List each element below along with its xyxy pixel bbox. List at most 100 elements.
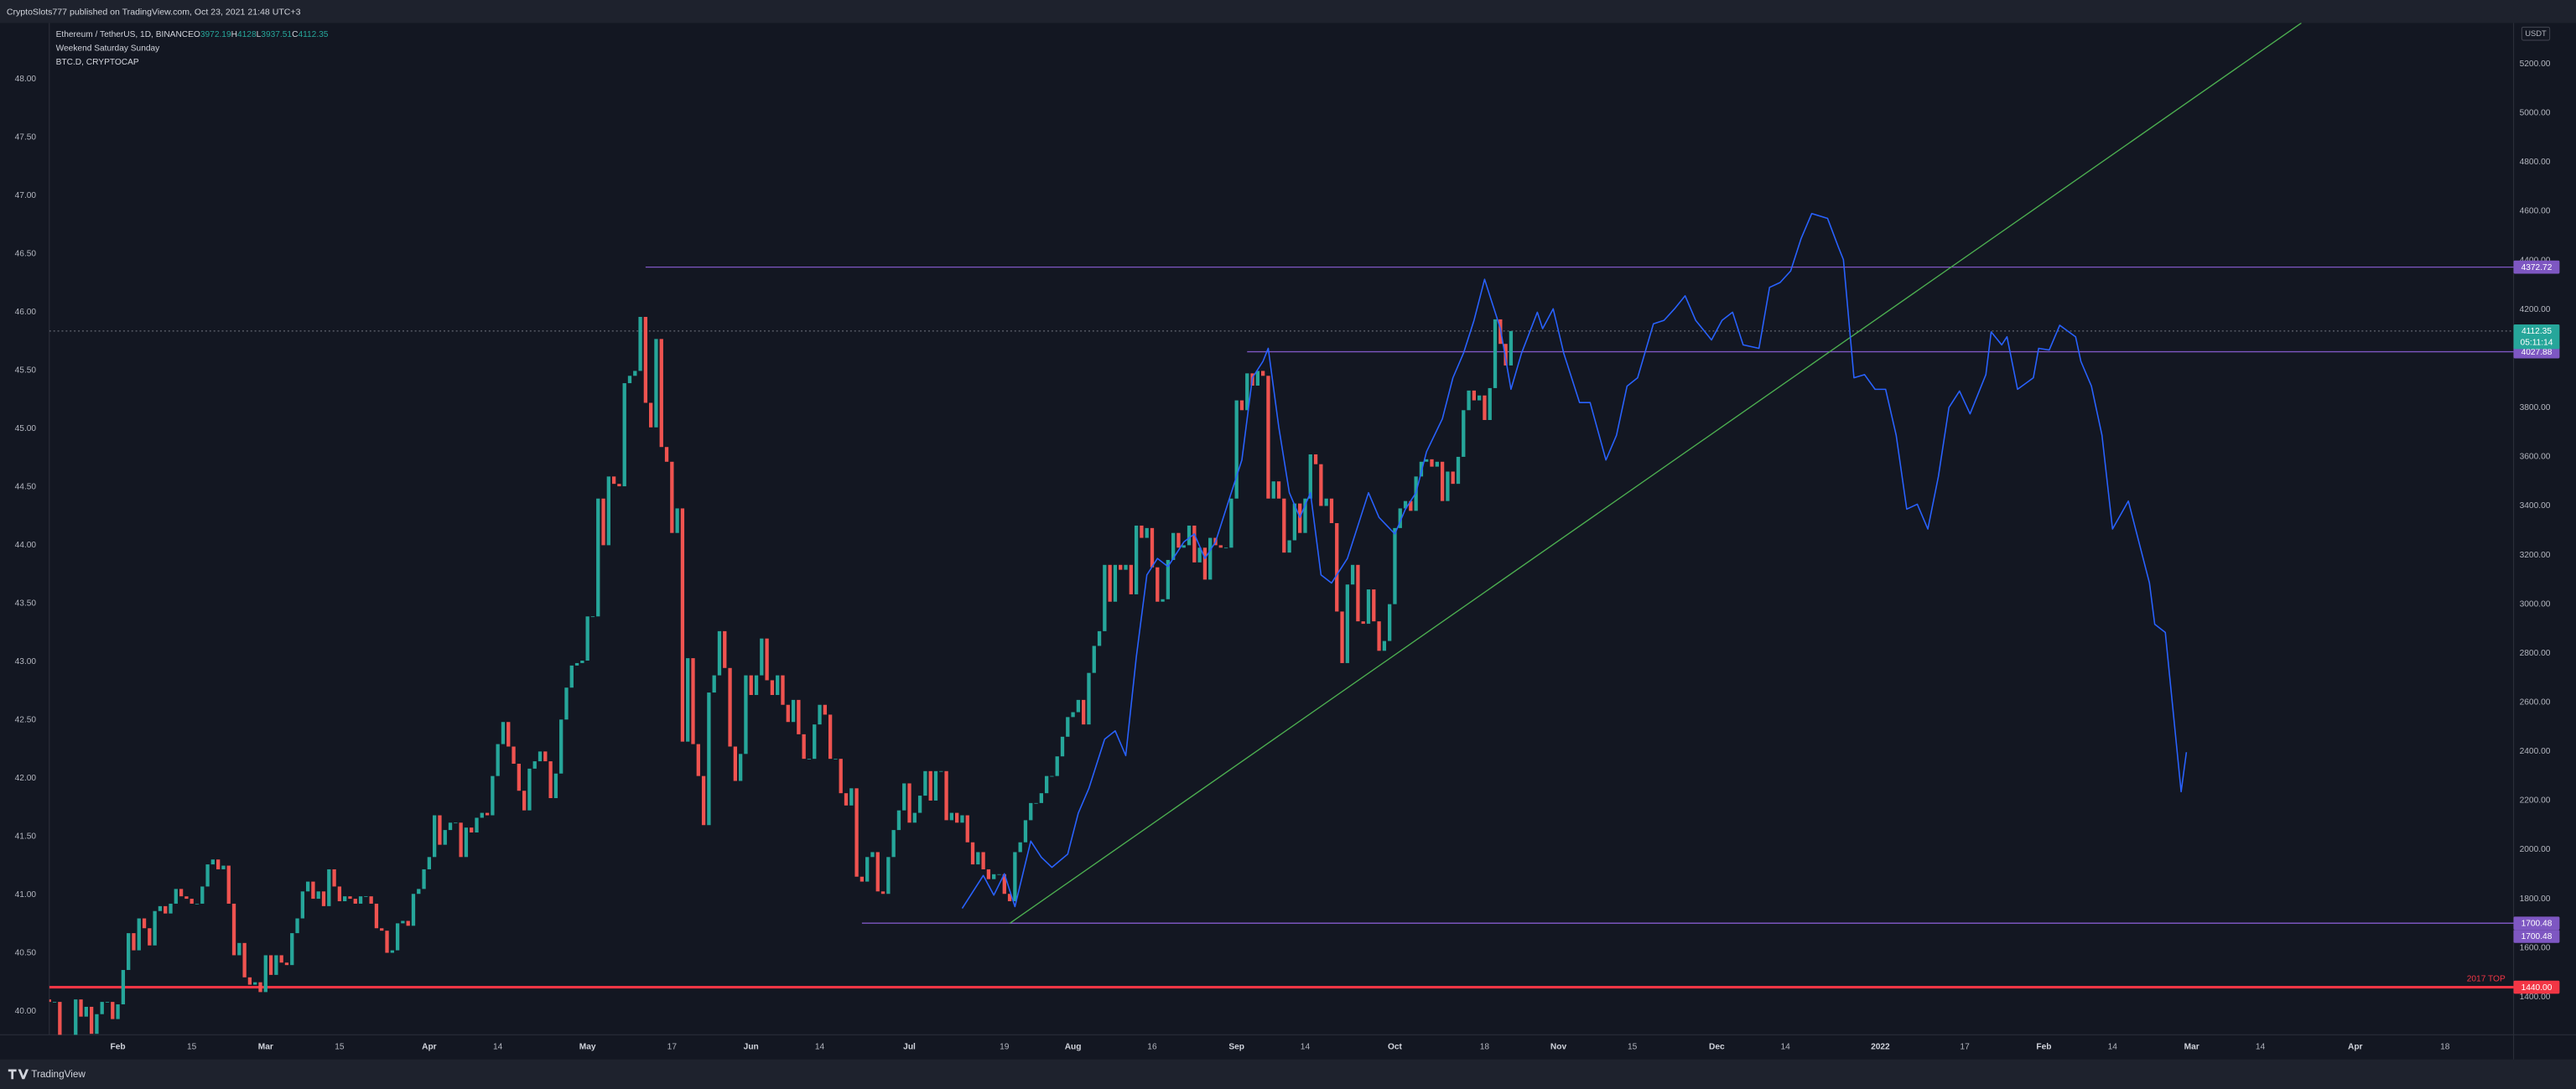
x-tick-label: Mar	[258, 1043, 273, 1052]
candle-body	[427, 857, 432, 869]
candle-body	[205, 864, 210, 887]
candle-body	[770, 680, 775, 696]
brand[interactable]: TradingView	[31, 1069, 86, 1080]
y2-tick-label: 42.50	[15, 716, 37, 725]
legend-indicator: Weekend Saturday Sunday	[56, 44, 161, 53]
candle-body	[744, 675, 748, 755]
candle-body	[89, 1006, 94, 1035]
candle-body	[933, 770, 938, 801]
candle-body	[247, 977, 252, 985]
currency-box[interactable]	[2521, 26, 2551, 41]
price-badge-label: 1700.48	[2521, 932, 2553, 941]
candle-body	[1161, 599, 1165, 602]
candle-body	[364, 896, 368, 897]
candle-body	[643, 316, 648, 403]
candle-body	[290, 933, 294, 966]
candle-body	[1145, 527, 1149, 538]
candle-body	[132, 933, 136, 951]
candle-body	[348, 896, 352, 900]
candle-body	[237, 942, 242, 956]
candle-body	[1229, 498, 1233, 548]
candle-body	[200, 886, 205, 904]
x-tick-label: 16	[1147, 1043, 1157, 1052]
candle-body	[1202, 547, 1208, 580]
candle-body	[1150, 527, 1155, 568]
candle-body	[353, 899, 357, 904]
price-badge	[2513, 930, 2560, 943]
candle-body	[723, 630, 727, 668]
candle-body	[622, 383, 626, 487]
candle-body	[686, 658, 690, 742]
candle-body	[221, 865, 226, 869]
candle-body	[1171, 532, 1176, 560]
y2-tick-label: 44.00	[15, 541, 37, 550]
candle-body	[654, 339, 658, 428]
x-tick-label: Jun	[744, 1043, 759, 1052]
candle-body	[459, 822, 463, 858]
candle-body	[454, 822, 458, 824]
candle-body	[1467, 390, 1471, 411]
legend-symbol: Ethereum / TetherUS, 1D, BINANCE	[56, 30, 195, 39]
candle-body	[1298, 503, 1302, 533]
y2-tick-label: 42.00	[15, 774, 37, 783]
x-tick-label: 14	[1780, 1043, 1790, 1052]
candle-body	[1419, 461, 1424, 477]
candle-body	[928, 770, 932, 801]
candle-body	[1129, 564, 1133, 594]
price-badge	[2513, 260, 2560, 274]
candle-body	[274, 955, 278, 975]
candle-body	[226, 865, 231, 904]
x-tick-label: 18	[2440, 1043, 2450, 1052]
y-tick-label: 1600.00	[2520, 943, 2551, 952]
last-price-badge	[2513, 324, 2560, 350]
publish-info: CryptoSlots777 published on TradingView.…	[7, 7, 301, 17]
candle-body	[1345, 584, 1349, 663]
y-tick-label: 4200.00	[2520, 305, 2551, 314]
candle-body	[1271, 481, 1275, 499]
candle-body	[728, 667, 732, 747]
y-tick-label: 4600.00	[2520, 207, 2551, 216]
candle-body	[242, 942, 247, 978]
candle-body	[1140, 525, 1144, 538]
candle-body	[1113, 564, 1118, 602]
candle-body	[1292, 503, 1297, 541]
candle-body	[1462, 410, 1466, 457]
candle-body	[1234, 400, 1239, 499]
x-tick-label: 18	[1480, 1043, 1490, 1052]
candle-body	[828, 714, 833, 760]
y-tick-label: 3000.00	[2520, 599, 2551, 609]
candle-body	[1002, 874, 1006, 895]
candle-body	[611, 476, 616, 485]
candle-body	[1276, 481, 1281, 499]
candle-body	[148, 928, 152, 946]
candle-body	[691, 658, 695, 744]
candle-body	[433, 815, 437, 858]
candle-body	[443, 830, 447, 845]
candle-body	[553, 773, 558, 799]
price-badge-label: 1440.00	[2521, 983, 2553, 993]
candle-body	[633, 371, 637, 376]
candle-body	[95, 1014, 99, 1035]
candle-body	[1366, 589, 1371, 625]
candle-body	[569, 665, 574, 688]
candle-body	[649, 402, 653, 428]
candle-body	[158, 905, 163, 911]
candle-body	[738, 754, 743, 781]
candle-body	[142, 918, 147, 929]
x-tick-label: Apr	[422, 1043, 437, 1052]
candle-body	[1308, 454, 1312, 499]
y-tick-label: 1800.00	[2520, 895, 2551, 904]
candle-body	[258, 982, 262, 993]
candle-body	[559, 719, 564, 774]
candle-body	[981, 852, 985, 869]
legend-key: O	[194, 30, 200, 39]
candle-body	[380, 928, 384, 931]
candle-body	[538, 751, 543, 762]
y-tick-label: 3600.00	[2520, 453, 2551, 462]
candle-body	[1509, 330, 1514, 366]
candle-body	[1187, 525, 1192, 546]
candle-body	[1477, 395, 1482, 401]
candle-body	[190, 899, 194, 904]
x-tick-label: 15	[187, 1043, 197, 1052]
candle-body	[52, 1002, 57, 1003]
